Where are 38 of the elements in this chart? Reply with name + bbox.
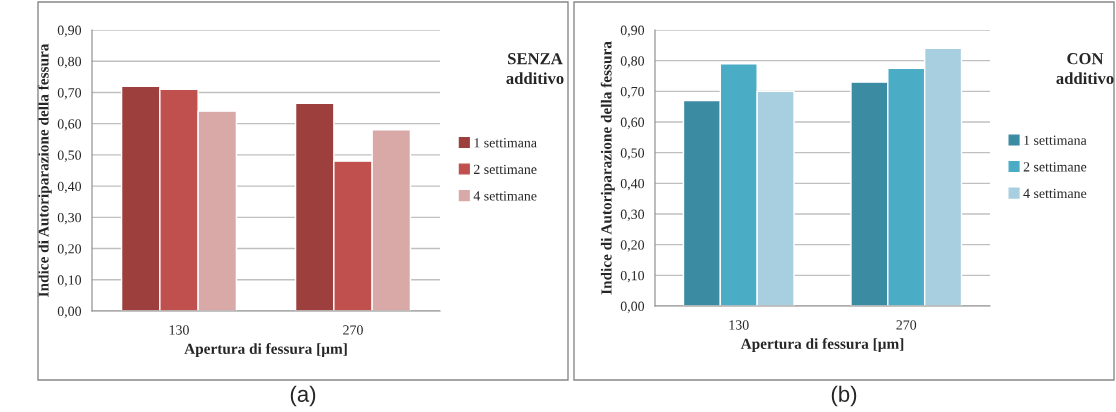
y-tick-label: 0,40 (620, 178, 645, 191)
x-tick-label: 270 (896, 320, 917, 330)
x-tick-label: 130 (169, 325, 189, 335)
text: SENZA additivo (506, 53, 564, 85)
y-tick-label: 0,30 (620, 209, 645, 221)
y-tick-label: 0,60 (620, 117, 645, 129)
y-tick-label: 0,80 (620, 56, 645, 68)
legend-label: 4 settimane (473, 191, 537, 201)
legend-label: 2 settimane (473, 164, 537, 175)
y-tick-label: 0,30 (57, 212, 82, 225)
y-tick-label: 0,90 (620, 25, 645, 37)
legend-label: 1 settimana (474, 138, 537, 148)
x-tick-label: 130 (729, 320, 749, 330)
y-tick-label: 0,50 (57, 150, 82, 162)
legend-label: 2 settimane (1023, 162, 1087, 172)
y-tick-label: 0,80 (57, 56, 82, 69)
y-tick-label: 0,10 (620, 270, 645, 283)
y-axis-title: Indice di Autoriparazione della fessura (37, 43, 52, 297)
x-tick-label: 270 (343, 325, 363, 335)
legend-label: 1 settimana (1024, 135, 1087, 145)
x-axis-title: Apertura di fessura [µm] (184, 343, 347, 358)
y-tick-label: 0,00 (620, 301, 645, 313)
y-tick-label: 0,20 (57, 244, 82, 256)
y-tick-label: 0,20 (620, 240, 645, 252)
y-axis-title: Indice di Autoriparazione della fessura (600, 41, 615, 295)
y-tick-label: 0,10 (57, 275, 82, 287)
y-tick-label: 0,40 (57, 181, 82, 194)
y-tick-label: 0,50 (620, 148, 645, 160)
x-axis-title: Apertura di fessura [µm] (740, 338, 904, 353)
y-tick-label: 0,70 (57, 88, 82, 100)
y-tick-label: 0,60 (57, 119, 82, 131)
text: CON additivo (1056, 53, 1114, 85)
y-tick-label: 0,90 (57, 25, 82, 37)
y-tick-label: 0,00 (57, 306, 82, 318)
text: (b) (831, 385, 857, 407)
legend-label: 4 settimane (1023, 188, 1087, 199)
y-tick-label: 0,70 (620, 86, 645, 99)
text: (a) (290, 385, 316, 407)
